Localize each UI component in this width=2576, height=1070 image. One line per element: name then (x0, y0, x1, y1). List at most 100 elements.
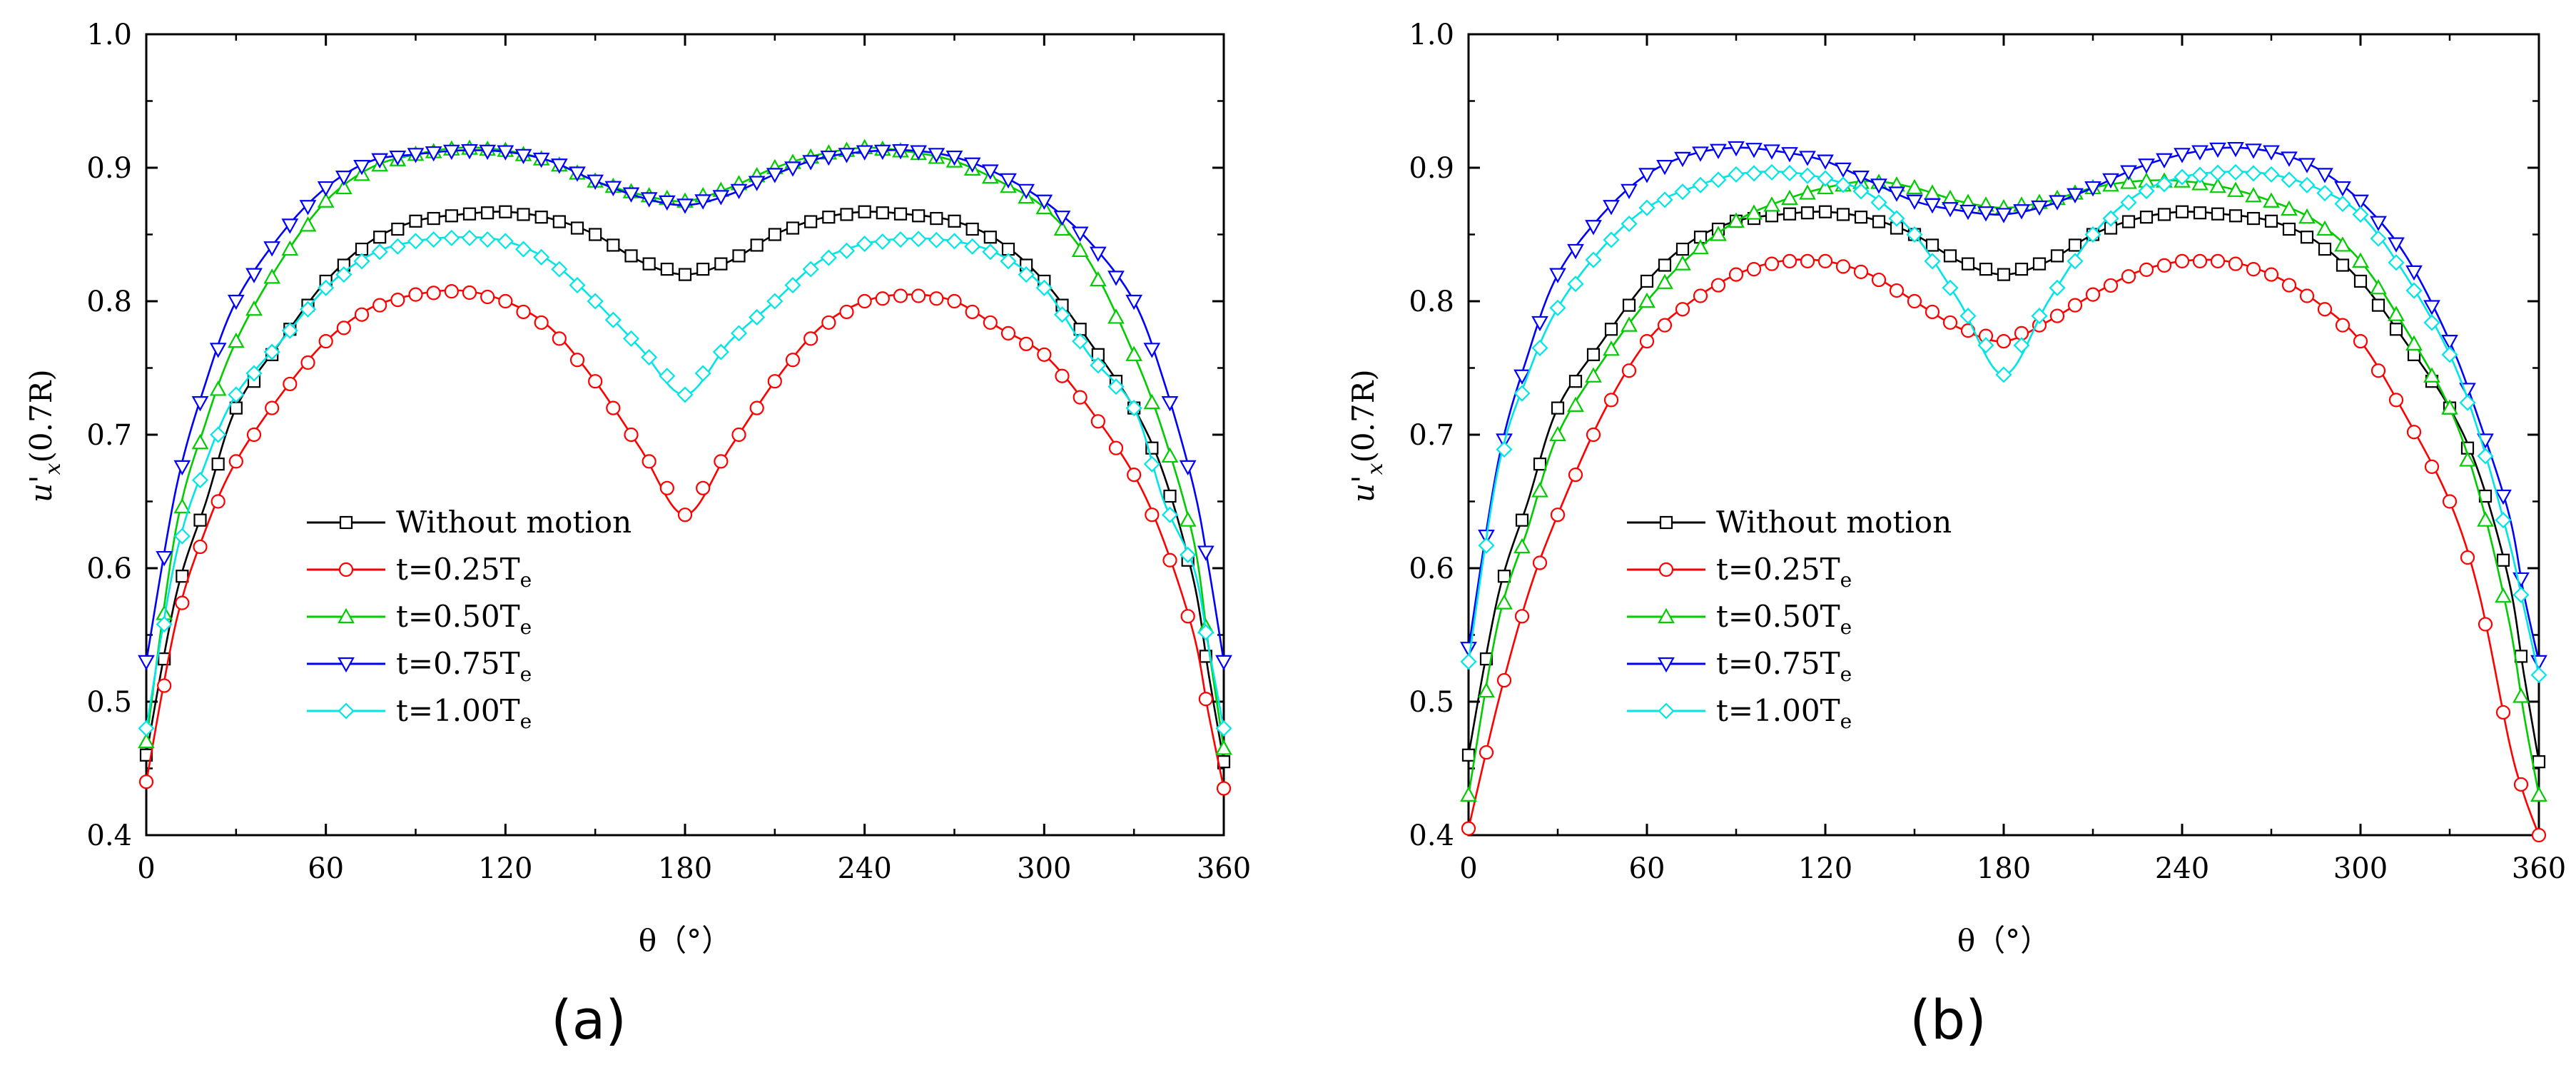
data-point (2389, 323, 2403, 336)
data-point (1568, 375, 1583, 388)
data-point (1835, 162, 1852, 178)
data-point (138, 655, 155, 671)
data-point (1072, 333, 1089, 350)
data-point (335, 170, 353, 186)
data-point (2334, 181, 2351, 197)
data-point (1764, 256, 1780, 271)
x-tick-label: 360 (2512, 852, 2566, 885)
data-point (2227, 141, 2244, 158)
data-point (1585, 220, 1602, 236)
data-point (1143, 455, 1160, 473)
data-point (245, 300, 263, 316)
data-point (389, 238, 406, 255)
data-point (929, 291, 944, 306)
legend-label: t=0.75Te (396, 646, 532, 686)
data-point (1710, 143, 1727, 159)
data-point (1127, 467, 1142, 483)
x-tick-label: 120 (478, 852, 532, 885)
data-point (1656, 191, 1673, 208)
data-point (1906, 178, 1923, 195)
data-point (622, 187, 640, 203)
data-point (766, 293, 784, 310)
data-point (2174, 148, 2191, 163)
data-point (2281, 171, 2298, 188)
data-point (227, 294, 245, 311)
data-point (2352, 194, 2369, 211)
data-point (176, 570, 189, 583)
data-point (677, 508, 693, 523)
data-point (786, 221, 800, 235)
data-point (1800, 206, 1815, 220)
data-point (443, 229, 460, 246)
data-point (2371, 298, 2385, 312)
data-point (2103, 278, 2119, 293)
y-tick-label: 0.7 (86, 419, 132, 452)
data-point (1460, 642, 1477, 657)
data-point (2388, 393, 2404, 408)
data-point (1550, 508, 1566, 523)
data-point (2263, 192, 2280, 208)
data-point (2139, 262, 2154, 277)
data-point (820, 249, 837, 266)
data-point (156, 550, 173, 567)
data-point (1180, 609, 1195, 624)
data-point (1018, 183, 1035, 200)
data-point (2014, 263, 2029, 276)
data-point (1461, 821, 1476, 836)
data-point (1496, 672, 1512, 688)
data-point (425, 146, 442, 162)
data-point (1853, 264, 1869, 279)
data-point (1888, 186, 1905, 202)
x-tick-label: 120 (1798, 852, 1852, 885)
data-point (209, 343, 227, 358)
data-point (191, 396, 209, 412)
data-point (552, 331, 567, 346)
data-point (1924, 253, 1941, 270)
y-tick-label: 0.5 (86, 686, 132, 719)
data-point (390, 293, 405, 308)
data-point (2353, 274, 2368, 288)
data-point (2156, 176, 2173, 193)
data-point (1906, 226, 1923, 243)
data-point (838, 242, 856, 259)
data-point (1145, 508, 1160, 523)
data-point (642, 257, 656, 271)
data-point (245, 268, 263, 283)
data-point (2264, 214, 2278, 228)
data-point (2298, 176, 2316, 193)
panel-b: 0 60 120 180 240 300 360 0.4 0.5 0.6 0.7 0.8 0.9 1.0 θ… (1346, 19, 2566, 1051)
data-point (2353, 334, 2368, 349)
data-point (2227, 163, 2244, 181)
data-point (1216, 781, 1232, 796)
data-point (2336, 258, 2350, 272)
y-tick-label: 0.6 (1409, 552, 1454, 585)
data-point (2352, 252, 2369, 268)
data-point (1107, 271, 1125, 286)
data-point (964, 238, 981, 255)
data-point (588, 374, 603, 389)
data-point (1763, 196, 1780, 212)
series-2 (1460, 172, 2547, 802)
data-point (570, 221, 584, 235)
data-point (767, 374, 782, 389)
series-0 (1461, 205, 2546, 769)
legend-marker (1659, 515, 1673, 530)
data-point (2191, 145, 2209, 161)
data-point (1125, 400, 1142, 417)
data-point (785, 353, 801, 368)
data-point (2423, 300, 2440, 316)
y-tick-label: 0.8 (1409, 286, 1454, 318)
data-point (1781, 164, 1798, 182)
data-point (2441, 399, 2458, 415)
data-point (676, 198, 694, 214)
data-point (2495, 705, 2511, 720)
data-point (391, 222, 405, 236)
data-point (299, 216, 317, 232)
data-point (892, 143, 909, 160)
data-point (2013, 204, 2030, 220)
data-point (425, 231, 442, 248)
data-point (2174, 168, 2191, 186)
data-point (2156, 153, 2173, 169)
data-point (2370, 230, 2387, 247)
data-point (2477, 448, 2494, 465)
